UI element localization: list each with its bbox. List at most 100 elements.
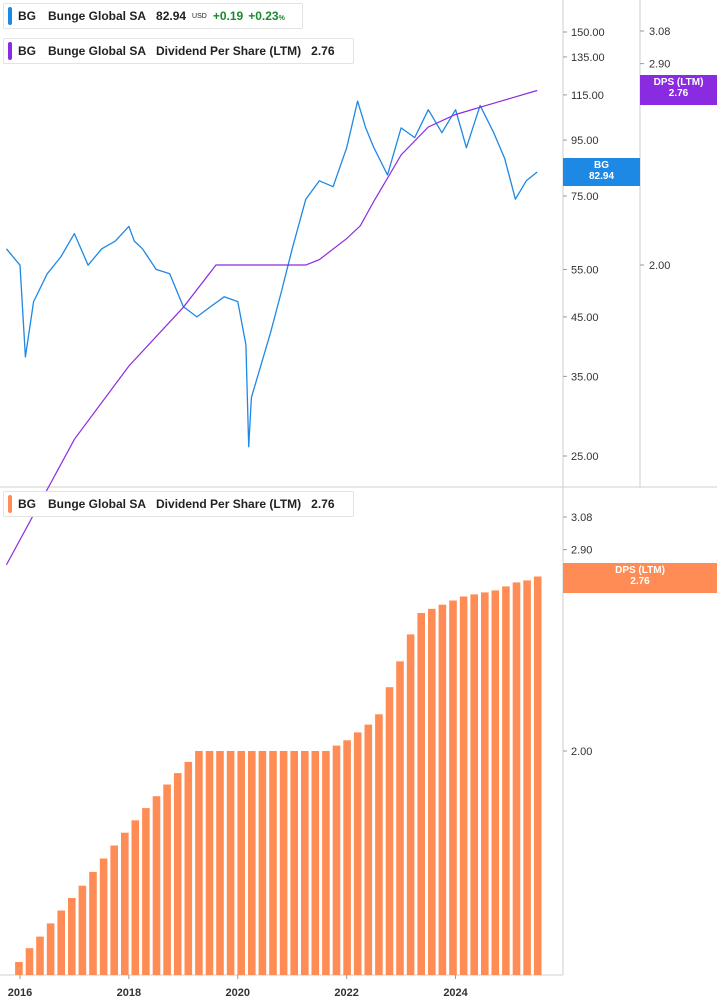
price-tick-label: 25.00 — [571, 451, 599, 463]
dps-legend-top-metric: Dividend Per Share (LTM) — [156, 44, 302, 58]
time-axis: 2016 2018 2020 2022 2024 — [8, 975, 469, 999]
dps-bar — [142, 808, 150, 975]
dps-bar — [459, 596, 468, 975]
dps-bar — [36, 936, 44, 975]
dps-bar — [364, 724, 373, 975]
price-tick-label: 115.00 — [571, 90, 604, 102]
dps-bar — [470, 594, 478, 975]
bar-value-axis: 3.082.902.722.00 — [563, 512, 592, 758]
dps-legend-top-name: Bunge Global SA — [48, 44, 147, 58]
dps-bar — [121, 832, 129, 975]
price-legend-change-pct: +0.23% — [248, 9, 285, 23]
dps-tick-label: 3.08 — [649, 26, 670, 38]
price-tick-label: 150.00 — [571, 27, 605, 39]
dps-bar — [269, 751, 277, 975]
price-legend-value: 82.94 — [156, 9, 187, 23]
dps-bar — [523, 580, 531, 975]
price-tick-label: 135.00 — [571, 52, 605, 64]
price-tag-label: BG — [594, 160, 609, 171]
dps-bar — [438, 604, 447, 975]
dps-bar — [502, 586, 510, 975]
price-tick-label: 55.00 — [571, 264, 599, 276]
dps-bar — [184, 761, 193, 975]
dps-bar — [78, 885, 87, 975]
dps-bar — [343, 740, 351, 975]
dps-bar — [353, 732, 362, 975]
price-tag-value: 82.94 — [588, 171, 615, 182]
dps-tick-label: 2.00 — [649, 260, 670, 272]
dps-value-tag-top: DPS (LTM) 2.76 — [640, 75, 717, 105]
dps-legend-top[interactable]: BG Bunge Global SA Dividend Per Share (L… — [3, 38, 354, 64]
dps-bar — [512, 582, 521, 975]
price-legend-name: Bunge Global SA — [48, 9, 147, 23]
dps-bar — [152, 796, 161, 975]
dps-tick-label: 2.90 — [649, 59, 670, 71]
dps-bar — [131, 820, 140, 975]
dps-legend-top-swatch — [8, 42, 12, 60]
dps-bar — [57, 910, 65, 975]
dps-legend-bottom-ticker: BG — [18, 497, 36, 511]
dps-line — [5, 89, 538, 566]
bar-tick-label: 3.08 — [571, 512, 592, 524]
dps-bar — [216, 751, 224, 975]
dps-bar — [385, 687, 394, 975]
dps-bar — [205, 751, 214, 975]
price-legend[interactable]: BG Bunge Global SA 82.94 USD +0.19 +0.23… — [3, 3, 303, 29]
dps-bar — [248, 751, 256, 975]
dps-tag-top-value: 2.76 — [668, 88, 689, 99]
dps-legend-bottom-swatch — [8, 495, 12, 513]
time-tick-label: 2016 — [8, 987, 32, 999]
dps-bar — [237, 751, 245, 975]
dps-bar — [99, 858, 108, 975]
dps-bar — [332, 745, 341, 975]
dps-legend-bottom-metric: Dividend Per Share (LTM) — [156, 497, 302, 511]
dps-bar — [46, 923, 55, 975]
dps-bar-series — [15, 576, 542, 975]
dps-legend-bottom-value: 2.76 — [311, 497, 335, 511]
dps-bar — [226, 751, 235, 975]
dps-legend-top-value: 2.76 — [311, 44, 335, 58]
dps-bar — [290, 751, 298, 975]
time-tick-label: 2018 — [117, 987, 141, 999]
price-line — [5, 100, 538, 448]
dps-legend-bottom[interactable]: BG Bunge Global SA Dividend Per Share (L… — [3, 491, 354, 517]
dps-bar — [15, 962, 23, 975]
price-tick-label: 95.00 — [571, 135, 599, 147]
dps-value-tag-bottom: DPS (LTM) 2.76 — [563, 563, 717, 593]
dps-bar — [417, 613, 425, 975]
dps-bar — [163, 784, 171, 975]
dps-tag-bottom-value: 2.76 — [630, 576, 650, 587]
dps-bar — [396, 661, 404, 975]
dps-bar — [491, 590, 500, 975]
dps-bar — [375, 714, 383, 975]
dps-bar — [89, 871, 97, 975]
dps-legend-top-ticker: BG — [18, 44, 36, 58]
dps-bar — [279, 751, 288, 975]
dps-bar — [449, 600, 457, 975]
dps-tag-top-label: DPS (LTM) — [653, 77, 704, 88]
price-legend-ticker: BG — [18, 9, 36, 23]
dps-bar — [533, 576, 542, 975]
dps-tag-bottom-label: DPS (LTM) — [615, 565, 665, 576]
dps-bar — [25, 948, 34, 975]
price-series — [5, 100, 538, 448]
bar-tick-label: 2.90 — [571, 545, 592, 557]
dps-bar — [110, 845, 118, 975]
dps-series — [5, 89, 538, 566]
dps-bar — [322, 751, 330, 975]
dps-bar — [311, 751, 320, 975]
price-tick-label: 75.00 — [571, 191, 599, 203]
price-tick-label: 45.00 — [571, 312, 599, 324]
price-value-tag: BG 82.94 — [563, 158, 640, 186]
time-tick-label: 2024 — [443, 987, 468, 999]
dps-bar — [173, 773, 182, 975]
price-legend-unit: USD — [192, 12, 207, 20]
dps-bar — [195, 751, 203, 975]
price-axis: 150.00 135.00 115.00 95.00 75.00 55.00 45.00 35… — [563, 27, 605, 463]
dps-bar — [428, 608, 436, 975]
dps-bar — [258, 751, 267, 975]
dps-bar — [406, 634, 415, 975]
price-tick-label: 35.00 — [571, 371, 599, 383]
dps-axis: 3.08 2.90 2.00 — [640, 26, 670, 272]
